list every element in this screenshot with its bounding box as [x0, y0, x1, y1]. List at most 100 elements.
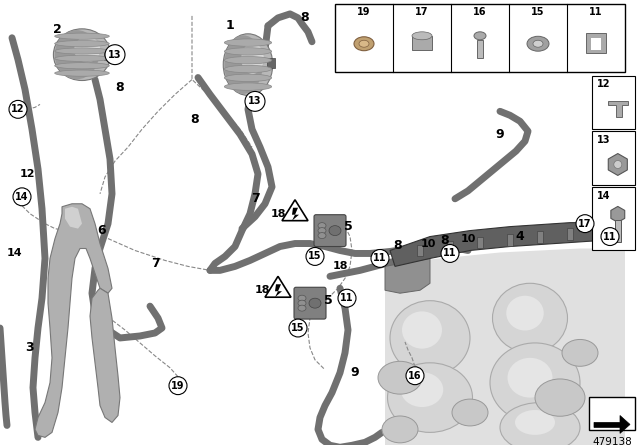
Text: 17: 17: [415, 7, 429, 17]
Bar: [507, 233, 513, 246]
Text: 12: 12: [12, 104, 25, 114]
Text: 11: 11: [604, 232, 617, 241]
Circle shape: [338, 289, 356, 307]
Ellipse shape: [535, 379, 585, 416]
Ellipse shape: [298, 305, 306, 311]
Circle shape: [9, 100, 27, 118]
Text: 6: 6: [98, 224, 106, 237]
Polygon shape: [390, 223, 608, 267]
Ellipse shape: [412, 32, 432, 40]
Ellipse shape: [298, 295, 306, 301]
Ellipse shape: [54, 70, 109, 76]
FancyBboxPatch shape: [589, 396, 635, 431]
Bar: [104, 50, 114, 60]
Circle shape: [306, 247, 324, 265]
Bar: [267, 58, 275, 68]
Text: 16: 16: [473, 7, 487, 17]
Ellipse shape: [225, 65, 271, 73]
Ellipse shape: [614, 160, 622, 168]
Text: 12: 12: [19, 169, 35, 179]
Bar: [447, 241, 453, 253]
Ellipse shape: [490, 343, 580, 422]
Text: 17: 17: [579, 219, 592, 228]
Text: 18: 18: [332, 261, 348, 271]
Ellipse shape: [493, 283, 568, 353]
FancyBboxPatch shape: [335, 4, 625, 72]
Text: 8: 8: [301, 11, 309, 24]
Ellipse shape: [390, 301, 470, 375]
Bar: [477, 237, 483, 249]
Ellipse shape: [223, 34, 273, 95]
Text: 8: 8: [441, 234, 449, 247]
Text: 13: 13: [108, 50, 122, 60]
Circle shape: [601, 228, 619, 246]
Text: 11: 11: [589, 7, 603, 17]
Ellipse shape: [382, 416, 418, 443]
FancyBboxPatch shape: [294, 287, 326, 319]
FancyBboxPatch shape: [314, 215, 346, 246]
Ellipse shape: [387, 363, 472, 432]
Text: 10: 10: [420, 238, 436, 249]
Polygon shape: [275, 284, 282, 297]
Text: 7: 7: [150, 257, 159, 270]
Ellipse shape: [241, 43, 264, 74]
Ellipse shape: [298, 300, 306, 306]
Ellipse shape: [515, 410, 555, 435]
Bar: [537, 231, 543, 242]
Polygon shape: [385, 249, 625, 445]
Text: 479138: 479138: [592, 437, 632, 448]
Text: 13: 13: [597, 135, 611, 145]
Ellipse shape: [359, 40, 369, 47]
Ellipse shape: [329, 226, 341, 236]
Ellipse shape: [53, 29, 111, 81]
Polygon shape: [265, 276, 291, 297]
Text: 9: 9: [496, 128, 504, 141]
Ellipse shape: [318, 223, 326, 228]
Text: 18: 18: [254, 285, 269, 295]
Bar: [417, 245, 423, 256]
Polygon shape: [385, 258, 430, 293]
Text: 5: 5: [344, 220, 353, 233]
Text: 3: 3: [26, 341, 35, 354]
Circle shape: [406, 367, 424, 385]
Text: 8: 8: [116, 81, 124, 94]
Ellipse shape: [508, 358, 552, 397]
Text: 18: 18: [270, 209, 285, 219]
Text: 2: 2: [52, 23, 61, 36]
FancyBboxPatch shape: [592, 131, 635, 185]
Polygon shape: [90, 288, 120, 422]
Ellipse shape: [402, 311, 442, 349]
Text: 19: 19: [357, 7, 371, 17]
Ellipse shape: [378, 362, 422, 394]
Polygon shape: [282, 200, 308, 221]
Ellipse shape: [225, 47, 271, 55]
FancyBboxPatch shape: [586, 33, 606, 53]
Ellipse shape: [506, 296, 544, 331]
Circle shape: [13, 188, 31, 206]
Ellipse shape: [225, 83, 271, 90]
Bar: [615, 220, 621, 242]
Text: 11: 11: [444, 249, 457, 258]
Ellipse shape: [54, 63, 109, 69]
Bar: [567, 228, 573, 240]
Text: 7: 7: [252, 192, 260, 205]
Text: 15: 15: [308, 251, 322, 262]
Ellipse shape: [225, 35, 262, 94]
Ellipse shape: [225, 39, 271, 46]
Ellipse shape: [474, 32, 486, 40]
Ellipse shape: [54, 30, 99, 79]
Polygon shape: [292, 208, 299, 221]
Text: 8: 8: [191, 113, 199, 126]
Ellipse shape: [401, 372, 444, 407]
Ellipse shape: [54, 33, 109, 39]
Ellipse shape: [318, 228, 326, 233]
Ellipse shape: [54, 48, 109, 54]
Text: 1: 1: [226, 19, 234, 32]
Ellipse shape: [318, 233, 326, 238]
Ellipse shape: [533, 40, 543, 47]
Polygon shape: [594, 415, 630, 433]
Text: 14: 14: [7, 249, 23, 258]
Polygon shape: [608, 101, 628, 117]
Text: 15: 15: [291, 323, 305, 333]
Ellipse shape: [527, 36, 549, 51]
